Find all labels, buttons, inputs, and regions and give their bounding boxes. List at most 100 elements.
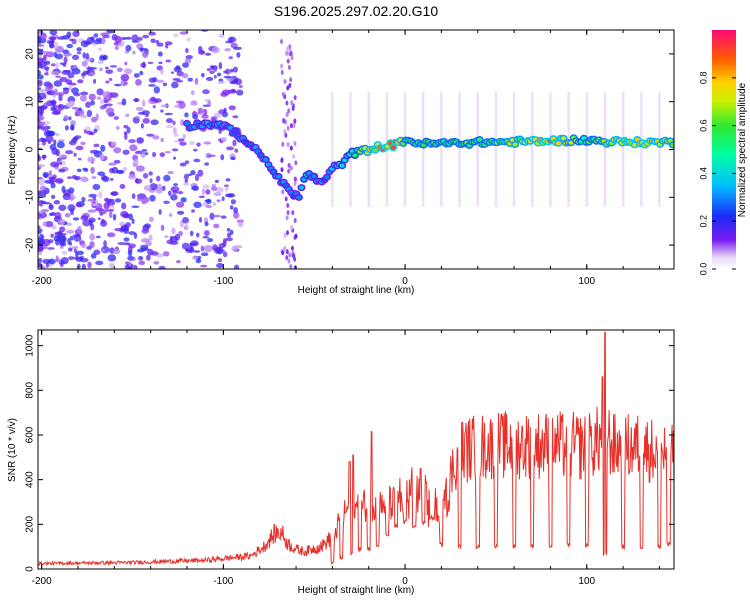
noise-speckle (148, 31, 156, 36)
ridge-point (184, 121, 190, 126)
noise-speckle (40, 209, 50, 213)
noise-speckle (149, 178, 153, 184)
noise-speckle (38, 116, 45, 121)
noise-speckle (85, 126, 92, 132)
noise-speckle (38, 74, 44, 80)
y-tick-label: 1000 (25, 334, 36, 357)
noise-speckle (105, 103, 113, 107)
noise-speckle (116, 67, 123, 73)
noise-speckle (175, 259, 181, 264)
streak-speckle (280, 63, 284, 69)
noise-speckle (70, 65, 77, 70)
noise-speckle (57, 104, 62, 109)
noise-speckle (50, 161, 60, 168)
noise-speckle (103, 202, 110, 210)
noise-speckle (160, 224, 165, 232)
noise-speckle (142, 172, 149, 179)
noise-speckle (136, 43, 144, 50)
noise-speckle (172, 156, 177, 160)
noise-speckle (226, 146, 235, 151)
noise-speckle (140, 152, 146, 158)
periodic-band (658, 92, 661, 207)
noise-speckle (196, 142, 201, 147)
noise-speckle (121, 202, 127, 210)
noise-speckle (54, 41, 59, 49)
noise-speckle (114, 83, 122, 87)
noise-speckle (201, 114, 209, 119)
noise-speckle (211, 46, 220, 54)
noise-speckle (108, 78, 113, 81)
noise-speckle (126, 126, 131, 134)
noise-speckle (179, 162, 187, 167)
periodic-band (603, 92, 607, 207)
noise-speckle (123, 213, 130, 219)
noise-speckle (55, 75, 61, 78)
noise-speckle (200, 252, 209, 257)
streak-speckle (286, 203, 290, 209)
ridge-point (390, 145, 396, 150)
noise-speckle (220, 154, 225, 161)
noise-speckle (67, 204, 76, 212)
noise-speckle (57, 230, 63, 238)
noise-speckle (145, 113, 149, 118)
noise-speckle (62, 49, 70, 54)
periodic-band (512, 92, 516, 207)
noise-speckle (215, 186, 224, 193)
streak-speckle (287, 162, 291, 168)
noise-speckle (170, 186, 180, 193)
noise-speckle (150, 119, 159, 126)
noise-speckle (88, 217, 96, 223)
noise-speckle (38, 178, 46, 186)
noise-speckle (70, 120, 77, 126)
noise-speckle (77, 157, 82, 161)
noise-speckle (44, 125, 48, 132)
noise-speckle (73, 234, 82, 242)
noise-speckle (213, 223, 220, 229)
noise-speckle (50, 71, 60, 76)
noise-speckle (158, 208, 162, 215)
noise-speckle (81, 60, 88, 67)
periodic-band (585, 92, 588, 207)
noise-speckle (183, 182, 190, 186)
noise-speckle (69, 235, 74, 241)
noise-speckle (198, 195, 205, 199)
noise-speckle (104, 66, 109, 70)
noise-speckle (214, 179, 219, 184)
noise-speckle (175, 65, 181, 70)
streak-speckle (290, 55, 294, 61)
noise-speckle (172, 127, 177, 134)
noise-speckle (173, 133, 179, 137)
streak-speckle (289, 51, 293, 57)
noise-speckle (153, 260, 160, 265)
streak-speckle (287, 258, 291, 264)
noise-speckle (38, 210, 43, 214)
noise-speckle (48, 170, 52, 176)
noise-speckle (110, 141, 117, 147)
streak-speckle (287, 65, 291, 71)
noise-speckle (60, 257, 69, 265)
x-tick-label: 100 (578, 576, 595, 587)
ridge-point (555, 141, 562, 146)
noise-speckle (164, 235, 169, 238)
noise-speckle (105, 80, 110, 84)
noise-speckle (53, 88, 59, 96)
noise-speckle (75, 250, 84, 256)
noise-speckle (173, 33, 179, 38)
noise-speckle (97, 217, 101, 220)
noise-speckle (68, 116, 72, 121)
noise-speckle (69, 38, 74, 42)
noise-speckle (128, 243, 136, 249)
noise-speckle (129, 144, 138, 152)
noise-speckle (51, 99, 57, 107)
noise-speckle (148, 84, 156, 87)
noise-speckle (203, 244, 213, 253)
colorbar-tick-label: 0.0 (698, 263, 708, 276)
noise-speckle (45, 130, 55, 137)
noise-speckle (61, 185, 66, 193)
noise-speckle (70, 124, 75, 131)
noise-speckle (55, 149, 60, 157)
noise-speckle (114, 227, 123, 232)
noise-speckle (58, 161, 63, 165)
noise-speckle (191, 185, 200, 191)
noise-speckle (224, 47, 232, 52)
